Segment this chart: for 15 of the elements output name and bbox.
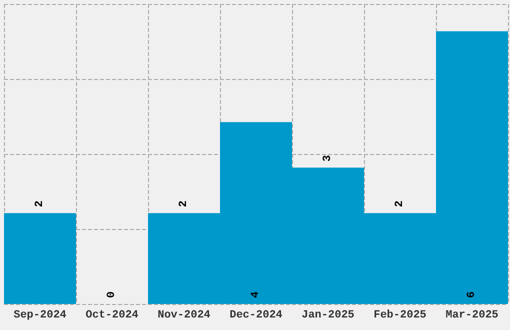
data-label: 0 xyxy=(106,291,118,298)
data-label: 3 xyxy=(322,154,334,162)
x-tick-label: Sep-2024 xyxy=(14,310,67,322)
x-tick-label: Nov-2024 xyxy=(158,310,211,322)
data-label: 4 xyxy=(250,291,262,298)
data-label: 2 xyxy=(394,200,406,208)
x-tick-label: Mar-2025 xyxy=(446,310,499,322)
x-tick-label: Oct-2024 xyxy=(86,310,139,322)
x-tick-label: Jan-2025 xyxy=(302,310,355,322)
data-label: 2 xyxy=(178,200,190,208)
x-tick-label: Feb-2025 xyxy=(374,310,427,322)
data-label: 2 xyxy=(34,200,46,208)
x-tick-label: Dec-2024 xyxy=(230,310,283,322)
bar xyxy=(4,213,76,304)
data-label: 6 xyxy=(466,291,478,298)
